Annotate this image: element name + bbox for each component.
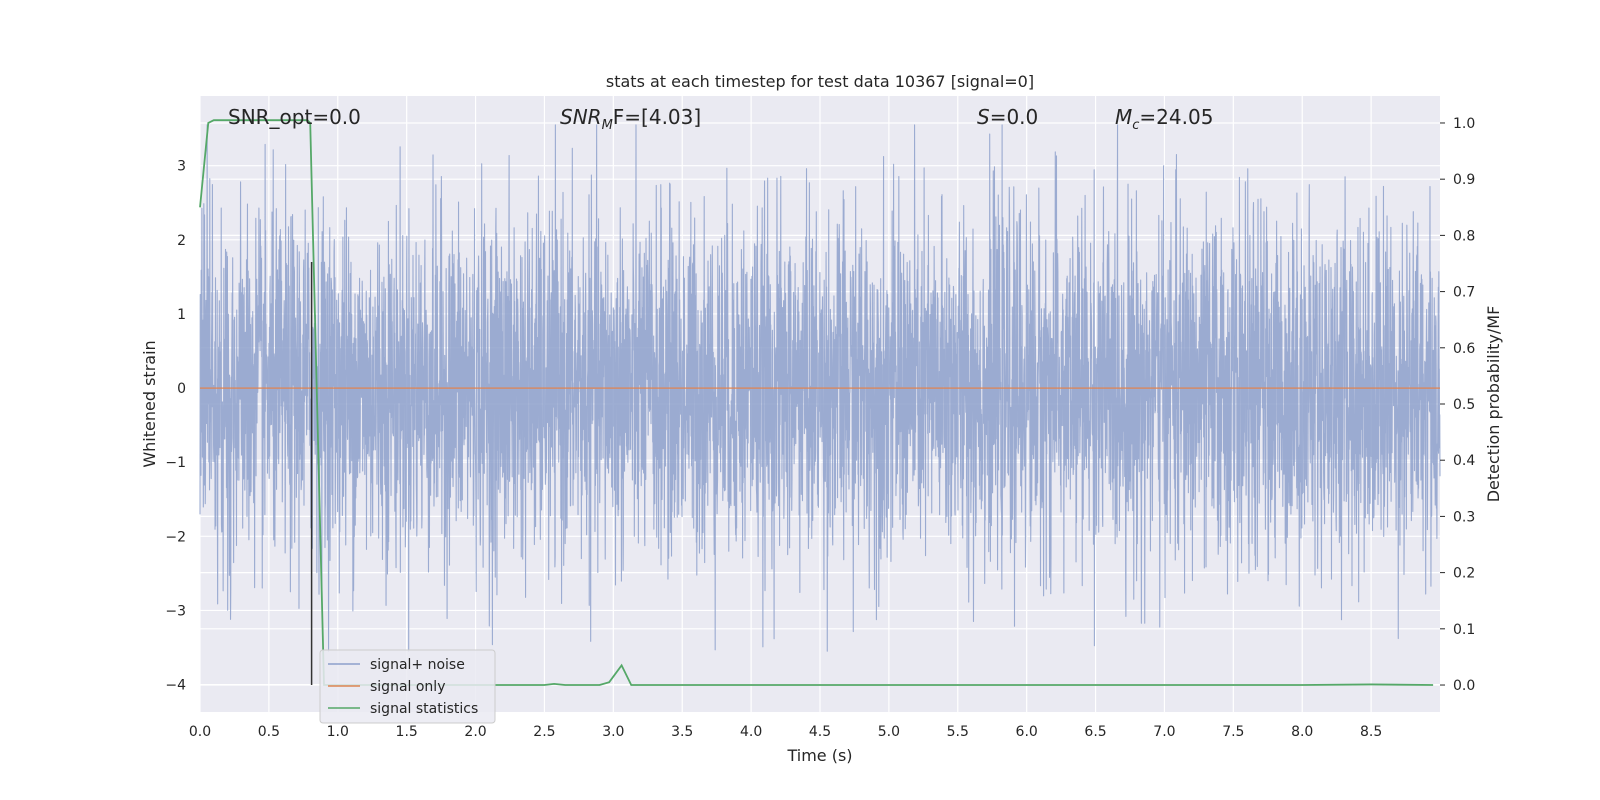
- y-left-tick-label: −1: [165, 455, 186, 471]
- y-right-tick-label: 0.1: [1453, 622, 1475, 638]
- y-right-tick-label: 0.2: [1453, 566, 1475, 582]
- x-tick-label: 7.5: [1222, 724, 1244, 740]
- y-left-tick-label: −4: [165, 678, 186, 694]
- annotation-mc-value: =24.05: [1139, 105, 1213, 129]
- annotation-mc: Mc=24.05: [1115, 105, 1213, 133]
- x-tick-label: 6.0: [1016, 724, 1038, 740]
- y-left-tick-label: 2: [177, 233, 186, 249]
- annotation-mc-subscript: c: [1132, 118, 1139, 133]
- x-tick-label: 6.5: [1084, 724, 1106, 740]
- legend-label-signal-statistics: signal statistics: [370, 701, 478, 717]
- y-right-tick-label: 0.9: [1453, 172, 1475, 188]
- y-right-tick-label: 0.4: [1453, 453, 1475, 469]
- y-left-tick-label: −3: [165, 603, 186, 619]
- annotation-mc-symbol: M: [1115, 105, 1132, 129]
- annotation-snr-mf-subscript: M: [602, 118, 613, 133]
- y-left-tick-label: 1: [177, 307, 186, 323]
- annotation-snr-mf-symbol: SNR: [560, 105, 602, 129]
- y-right-axis-label: Detection probability/MF: [1484, 306, 1503, 503]
- x-tick-label: 2.5: [533, 724, 555, 740]
- x-tick-label: 0.0: [189, 724, 211, 740]
- x-tick-label: 0.5: [258, 724, 280, 740]
- signal-statistics-line: [199, 119, 1434, 686]
- x-axis-label: Time (s): [786, 746, 852, 765]
- x-tick-label: 4.0: [740, 724, 762, 740]
- annotation-s: S=0.0: [977, 105, 1038, 129]
- series-overlay: [199, 119, 1440, 686]
- annotation-snr-mf: SNRMF=[4.03]: [560, 105, 701, 133]
- y-right-tick-label: 0.5: [1453, 397, 1475, 413]
- y-right-tick-label: 0.0: [1453, 678, 1475, 694]
- x-tick-label: 7.0: [1153, 724, 1175, 740]
- x-tick-label: 3.5: [671, 724, 693, 740]
- legend: signal+ noise signal only signal statist…: [319, 649, 496, 724]
- annotation-snr-opt: SNR_opt=0.0: [228, 105, 361, 129]
- x-tick-label: 8.0: [1291, 724, 1313, 740]
- x-tick-label: 2.0: [464, 724, 486, 740]
- x-tick-label: 8.5: [1360, 724, 1382, 740]
- y-left-tick-label: 0: [177, 381, 186, 397]
- y-left-tick-label: 3: [177, 159, 186, 175]
- y-left-ticks: 3 2 1 0 −1 −2 −3 −4: [165, 159, 186, 694]
- legend-box: [319, 649, 496, 724]
- annotation-s-symbol: S: [977, 105, 990, 129]
- annotation-s-value: =0.0: [990, 105, 1039, 129]
- y-right-tick-label: 0.3: [1453, 509, 1475, 525]
- y-right-tick-label: 0.6: [1453, 341, 1475, 357]
- annotation-snr-mf-value: F=[4.03]: [613, 105, 701, 129]
- y-left-axis-label: Whitened strain: [140, 340, 159, 467]
- x-tick-label: 1.0: [327, 724, 349, 740]
- chart-title: stats at each timestep for test data 103…: [606, 72, 1034, 91]
- x-ticks: 0.0 0.5 1.0 1.5 2.0 2.5 3.0 3.5 4.0 4.5 5.0 5.5 6.0 6…: [189, 724, 1382, 740]
- x-tick-label: 5.0: [878, 724, 900, 740]
- noise-line: [199, 124, 1441, 652]
- y-right-ticks: 1.0 0.9 0.8 0.7 0.6 0.5 0.4 0.3 0.2 0.1 0.0: [1440, 116, 1475, 694]
- x-tick-label: 1.5: [396, 724, 418, 740]
- y-right-tick-label: 0.7: [1453, 285, 1475, 301]
- x-tick-label: 4.5: [809, 724, 831, 740]
- x-tick-label: 5.5: [947, 724, 969, 740]
- y-left-tick-label: −2: [165, 529, 186, 545]
- y-right-tick-label: 1.0: [1453, 116, 1475, 132]
- legend-label-signal-only: signal only: [370, 679, 445, 695]
- series-signal-noise: [199, 124, 1441, 652]
- x-tick-label: 3.0: [602, 724, 624, 740]
- y-right-tick-label: 0.8: [1453, 228, 1475, 244]
- legend-label-signal-noise: signal+ noise: [370, 657, 465, 673]
